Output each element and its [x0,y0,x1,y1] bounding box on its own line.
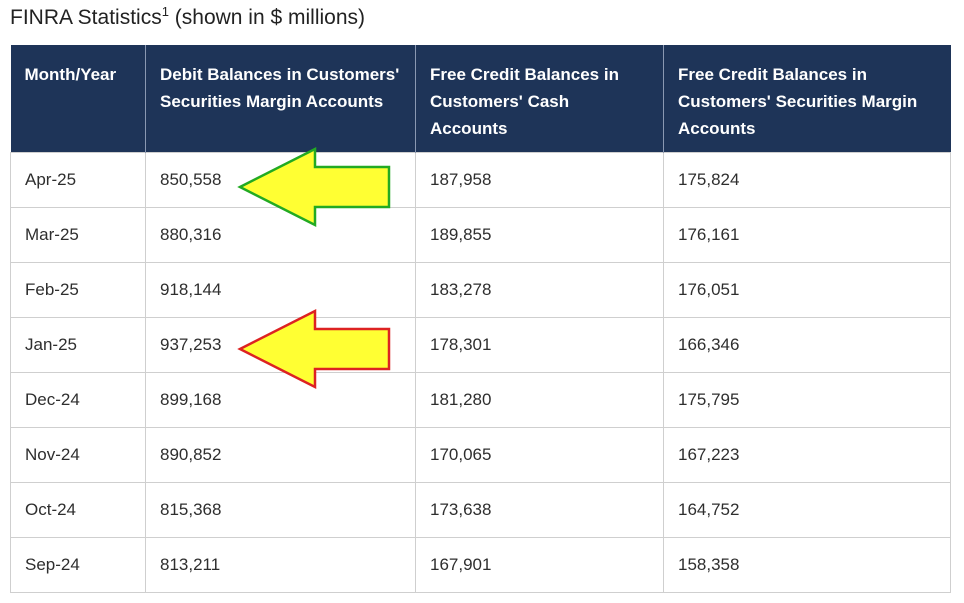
cell-free-credit-cash: 189,855 [415,207,664,263]
cell-free-credit-cash: 181,280 [415,372,664,428]
cell-month: Apr-25 [10,152,146,208]
cell-debit-balance: 813,211 [145,537,416,593]
finra-statistics-table: Month/Year Debit Balances in Customers' … [10,45,951,593]
table-row: Nov-24 890,852 170,065 167,223 [10,427,951,483]
cell-month: Sep-24 [10,537,146,593]
cell-month: Feb-25 [10,262,146,318]
cell-debit-balance: 880,316 [145,207,416,263]
arrow-red-outline-icon [237,308,391,390]
cell-debit-balance: 890,852 [145,427,416,483]
cell-free-credit-cash: 167,901 [415,537,664,593]
cell-month: Oct-24 [10,482,146,538]
title-text: FINRA Statistics [10,6,162,29]
title-footnote-marker[interactable]: 1 [161,4,169,19]
table-row: Feb-25 918,144 183,278 176,051 [10,262,951,318]
cell-month: Mar-25 [10,207,146,263]
cell-free-credit-margin: 164,752 [663,482,951,538]
arrow-green-outline-icon [237,146,391,228]
table-header-row: Month/Year Debit Balances in Customers' … [10,45,951,153]
cell-free-credit-margin: 166,346 [663,317,951,373]
cell-free-credit-cash: 170,065 [415,427,664,483]
cell-debit-balance: 815,368 [145,482,416,538]
cell-month: Jan-25 [10,317,146,373]
table-row: Apr-25 850,558 187,958 175,824 [10,152,951,208]
cell-free-credit-margin: 167,223 [663,427,951,483]
cell-month: Nov-24 [10,427,146,483]
cell-free-credit-margin: 175,795 [663,372,951,428]
header-free-credit-cash: Free Credit Balances in Customers' Cash … [415,45,664,153]
arrow-red-shape [237,308,391,390]
cell-free-credit-margin: 176,161 [663,207,951,263]
cell-free-credit-margin: 175,824 [663,152,951,208]
cell-free-credit-margin: 158,358 [663,537,951,593]
cell-free-credit-cash: 173,638 [415,482,664,538]
cell-free-credit-margin: 176,051 [663,262,951,318]
cell-free-credit-cash: 183,278 [415,262,664,318]
table-row: Mar-25 880,316 189,855 176,161 [10,207,951,263]
cell-free-credit-cash: 187,958 [415,152,664,208]
header-month-year: Month/Year [10,45,146,153]
cell-month: Dec-24 [10,372,146,428]
table-row: Oct-24 815,368 173,638 164,752 [10,482,951,538]
page-title: FINRA Statistics1 (shown in $ millions) [10,4,366,30]
header-free-credit-margin: Free Credit Balances in Customers' Secur… [663,45,951,153]
table-row: Jan-25 937,253 178,301 166,346 [10,317,951,373]
table-row: Dec-24 899,168 181,280 175,795 [10,372,951,428]
table-row: Sep-24 813,211 167,901 158,358 [10,537,951,593]
header-debit-balances-margin: Debit Balances in Customers' Securities … [145,45,416,153]
arrow-green-shape [237,146,391,228]
title-units: (shown in $ millions) [168,6,366,29]
cell-free-credit-cash: 178,301 [415,317,664,373]
